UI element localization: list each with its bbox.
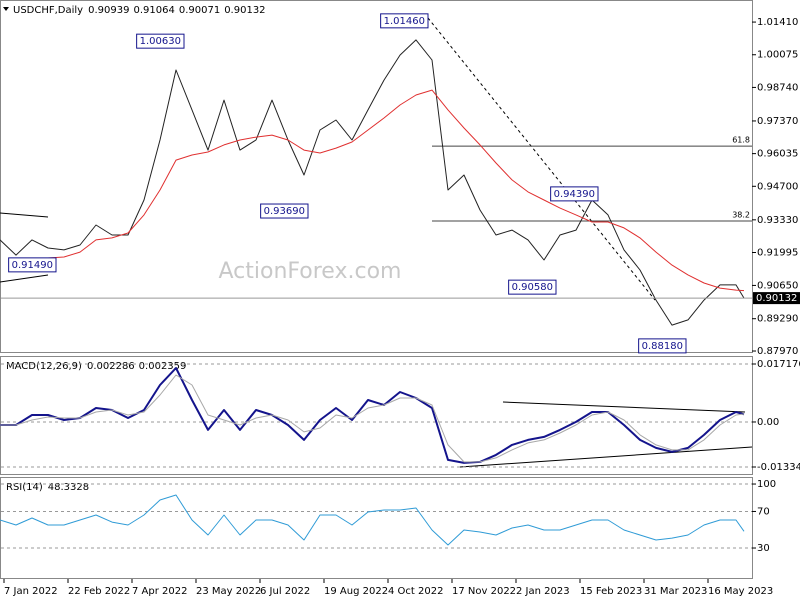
y-tick-label: 0.94700 <box>757 181 798 192</box>
series-line <box>0 39 745 326</box>
extreme-box <box>8 257 57 273</box>
y-tick-label: 0.87970 <box>757 346 798 357</box>
x-tick-label: 31 Mar 2023 <box>644 586 707 597</box>
macd-header: MACD(12,26,9) 0.002286 0.002359 <box>6 361 186 372</box>
high: 0.91064 <box>133 5 174 16</box>
extreme-box <box>380 13 429 29</box>
macd-panel <box>0 356 753 475</box>
extreme-box <box>638 338 687 354</box>
rsi-panel <box>0 477 753 579</box>
extreme-box <box>550 186 599 202</box>
extreme-label: 1.01460 <box>384 16 425 27</box>
rsi-value: 48.3328 <box>48 482 89 493</box>
extreme-box <box>260 203 309 219</box>
x-tick-label: 17 Nov 2022 <box>452 586 516 597</box>
y-tick-label: 0.90650 <box>757 280 798 291</box>
x-tick-label: 22 Feb 2022 <box>68 586 130 597</box>
y-tick-label: 0.98740 <box>757 82 798 93</box>
x-tick-label: 6 Jul 2022 <box>260 586 310 597</box>
y-tick-label: 0.89290 <box>757 314 798 325</box>
channel-line <box>0 212 49 218</box>
menu-triangle[interactable] <box>3 7 9 11</box>
watermark: ActionForex.com <box>219 259 402 284</box>
symbol: USDCHF,Daily <box>13 5 83 16</box>
x-tick-label: 7 Apr 2022 <box>132 586 187 597</box>
series-line <box>0 367 745 464</box>
extreme-label: 0.88180 <box>642 341 683 352</box>
series-line <box>0 494 745 546</box>
x-tick-label: 4 Oct 2022 <box>388 586 443 597</box>
y-tick-label: 0.97370 <box>757 116 798 127</box>
extreme-box <box>508 279 557 295</box>
x-tick-label: 23 May 2022 <box>196 586 261 597</box>
x-tick-label: 7 Jan 2022 <box>4 586 58 597</box>
y-tick-label: 0.00 <box>757 417 779 428</box>
y-tick-label: 0.93330 <box>757 215 798 226</box>
macd-title: MACD(12,26,9) <box>6 361 82 372</box>
close: 0.90132 <box>224 5 265 16</box>
macd-trend-line <box>502 401 746 413</box>
channel-line <box>0 274 49 283</box>
y-tick-label: 0.96035 <box>757 149 798 160</box>
y-tick-label: 0.017176 <box>757 359 800 370</box>
y-tick-label: 0.91995 <box>757 248 798 259</box>
fib-label: 38.2 <box>732 211 750 220</box>
extreme-box <box>136 33 185 49</box>
extreme-label: 0.94390 <box>554 189 595 200</box>
price-panel <box>0 0 753 353</box>
y-tick-label: 30 <box>757 543 770 554</box>
x-tick-label: 16 May 2023 <box>708 586 773 597</box>
x-tick-label: 19 Aug 2022 <box>324 586 388 597</box>
y-tick-label: 100 <box>757 479 776 490</box>
fib-label: 61.8 <box>732 136 750 145</box>
last-price-box <box>753 292 800 305</box>
y-tick-label: 1.01410 <box>757 17 798 28</box>
y-tick-label: 70 <box>757 506 770 517</box>
x-tick-label: 15 Feb 2023 <box>580 586 642 597</box>
extreme-label: 0.91490 <box>12 260 53 271</box>
extreme-label: 0.93690 <box>264 206 305 217</box>
x-tick-label: 2 Jan 2023 <box>516 586 570 597</box>
last-price-label: 0.90132 <box>756 293 797 304</box>
y-tick-label: 1.00075 <box>757 50 798 61</box>
signal-value: 0.002359 <box>139 361 187 372</box>
price-header: USDCHF,Daily 0.90939 0.91064 0.90071 0.90132 <box>13 5 266 16</box>
trend-line <box>427 17 656 301</box>
extreme-label: 1.00630 <box>140 36 181 47</box>
open: 0.90939 <box>88 5 129 16</box>
rsi-header: RSI(14) 48.3328 <box>6 482 89 493</box>
macd-value: 0.002286 <box>87 361 135 372</box>
macd-trend-line <box>459 446 753 468</box>
low: 0.90071 <box>179 5 220 16</box>
rsi-title: RSI(14) <box>6 482 43 493</box>
series-line <box>47 89 745 292</box>
series-line <box>0 374 745 463</box>
y-tick-label: -0.01334 <box>757 462 800 473</box>
extreme-label: 0.90580 <box>512 282 553 293</box>
